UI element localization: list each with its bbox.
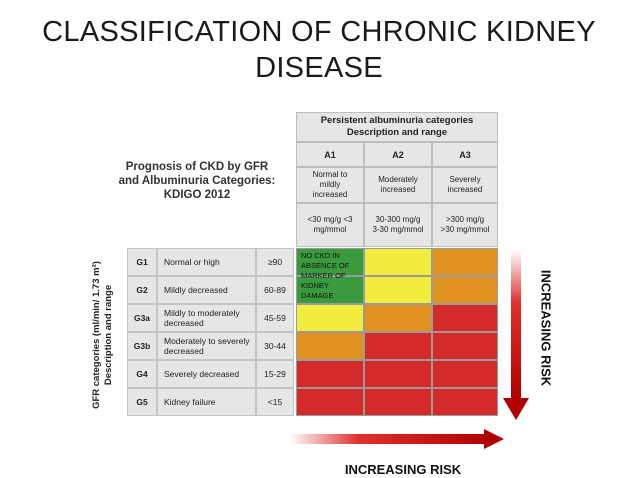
column-code-a1: A1	[296, 142, 364, 167]
risk-cell-g3b-a1	[296, 332, 364, 360]
prognosis-caption: Prognosis of CKD by GFR and Albuminuria …	[112, 160, 282, 202]
risk-cell-g2-a2	[364, 276, 432, 304]
note-line-5: DAMAGE	[301, 291, 334, 300]
column-desc-a1: Normal to mildly increased	[296, 167, 364, 203]
vertical-risk-arrow	[503, 250, 529, 420]
note-line-4: KIDNEY	[301, 281, 329, 290]
column-code-a2: A2	[364, 142, 432, 167]
gfr-range-g3a: 45-59	[256, 304, 294, 332]
page-title: CLASSIFICATION OF CHRONIC KIDNEY DISEASE	[0, 14, 638, 86]
risk-cell-g1-a1	[296, 248, 364, 276]
note-line-3: MARKER OF	[301, 271, 346, 280]
risk-cell-g1-a2	[364, 248, 432, 276]
gfr-code-g1: G1	[127, 248, 157, 276]
risk-label-vertical: INCREASING RISK	[535, 268, 557, 388]
risk-cell-g1-a3	[432, 248, 498, 276]
risk-cell-g5-a3	[432, 388, 498, 416]
horizontal-risk-arrow	[290, 429, 504, 449]
prognosis-line-1: Prognosis of CKD by GFR	[125, 161, 269, 173]
gfr-code-g2: G2	[127, 276, 157, 304]
column-range-a3: >300 mg/g >30 mg/mmol	[432, 203, 498, 247]
gfr-description-g5: Kidney failure	[157, 388, 256, 416]
risk-cell-g5-a1	[296, 388, 364, 416]
risk-label-vertical-text: INCREASING RISK	[538, 269, 554, 387]
risk-cell-g2-a3	[432, 276, 498, 304]
risk-cell-g3a-a3	[432, 304, 498, 332]
gfr-range-g4: 15-29	[256, 360, 294, 388]
prognosis-line-3: KDIGO 2012	[163, 189, 231, 201]
column-range-a1: <30 mg/g <3 mg/mmol	[296, 203, 364, 247]
gfr-range-g1: ≥90	[256, 248, 294, 276]
gfr-code-g5: G5	[127, 388, 157, 416]
risk-cell-g4-a3	[432, 360, 498, 388]
gfr-range-g5: <15	[256, 388, 294, 416]
column-desc-a3: Severely increased	[432, 167, 498, 203]
column-code-a3: A3	[432, 142, 498, 167]
gfr-description-g3b: Moderately to severely decreased	[157, 332, 256, 360]
risk-cell-g4-a2	[364, 360, 432, 388]
risk-cell-g2-a1	[296, 276, 364, 304]
title-line-2: DISEASE	[255, 52, 383, 84]
gfr-axis-line-2: Description and range	[103, 284, 114, 386]
gfr-axis-line-1: GFR categories (ml/min/ 1.73 m²)	[91, 261, 102, 409]
note-line-1: NO CKD IN	[301, 251, 340, 260]
prognosis-line-2: and Albuminuria Categories:	[118, 175, 276, 187]
risk-cell-g3b-a3	[432, 332, 498, 360]
albuminuria-header: Persistent albuminuria categories Descri…	[296, 112, 498, 142]
gfr-axis-label: GFR categories (ml/min/ 1.73 m²) Descrip…	[80, 252, 126, 418]
risk-cell-g4-a1	[296, 360, 364, 388]
gfr-range-g3b: 30-44	[256, 332, 294, 360]
gfr-code-g3a: G3a	[127, 304, 157, 332]
gfr-description-g1: Normal or high	[157, 248, 256, 276]
risk-cell-g3a-a1	[296, 304, 364, 332]
gfr-description-g2: Mildly decreased	[157, 276, 256, 304]
albuminuria-header-line-2: Description and range	[346, 127, 448, 138]
gfr-range-g2: 60-89	[256, 276, 294, 304]
column-range-a2: 30-300 mg/g 3-30 mg/mmol	[364, 203, 432, 247]
note-line-2: ABSENCE OF	[301, 261, 350, 270]
risk-cell-g3a-a2	[364, 304, 432, 332]
risk-cell-g5-a2	[364, 388, 432, 416]
gfr-description-g4: Severely decreased	[157, 360, 256, 388]
no-ckd-note: NO CKD IN ABSENCE OF MARKER OF KIDNEY DA…	[301, 251, 361, 301]
risk-label-horizontal: INCREASING RISK	[344, 462, 462, 477]
risk-cell-g3b-a2	[364, 332, 432, 360]
column-desc-a2: Moderately increased	[364, 167, 432, 203]
title-line-1: CLASSIFICATION OF CHRONIC KIDNEY	[42, 16, 596, 48]
gfr-description-g3a: Mildly to moderately decreased	[157, 304, 256, 332]
gfr-code-g3b: G3b	[127, 332, 157, 360]
albuminuria-header-line-1: Persistent albuminuria categories	[320, 115, 474, 126]
gfr-code-g4: G4	[127, 360, 157, 388]
